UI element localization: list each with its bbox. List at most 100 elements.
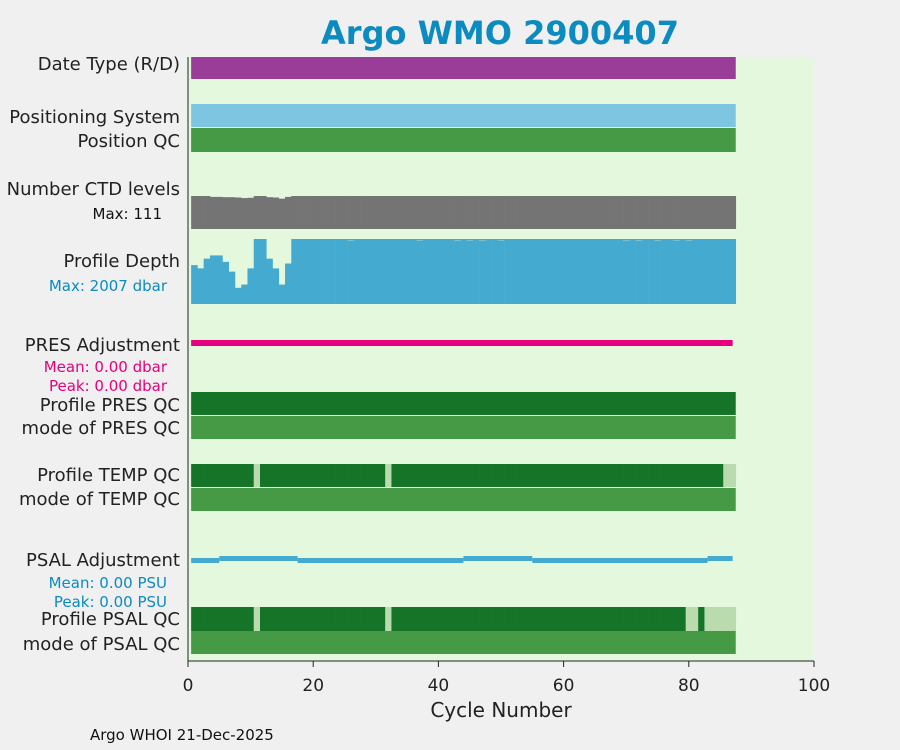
profile-temp-qc-cell-cycle-15 xyxy=(278,464,286,487)
ctd-levels-bar-cycle-21 xyxy=(316,196,323,229)
label-positioning-system: Positioning System xyxy=(9,107,180,128)
profile-depth-bar-cycle-68 xyxy=(610,239,618,304)
pres-adjustment-line xyxy=(191,340,733,346)
profile-psal-qc-cell-cycle-5 xyxy=(216,607,223,631)
profile-psal-qc-cell-cycle-29 xyxy=(366,607,373,631)
ctd-levels-bar-cycle-67 xyxy=(604,196,611,229)
ctd-levels-bar-cycle-11 xyxy=(253,196,261,229)
profile-psal-qc-cell-cycle-67 xyxy=(604,607,611,631)
ctd-levels-bar-cycle-41 xyxy=(441,196,449,229)
ctd-levels-bar-cycle-26 xyxy=(347,196,355,229)
profile-temp-qc-cell-cycle-12 xyxy=(259,464,267,487)
ctd-levels-bar-cycle-74 xyxy=(648,196,655,229)
profile-depth-bar-cycle-21 xyxy=(316,239,323,304)
profile-depth-bar-cycle-20 xyxy=(310,239,317,304)
ctd-levels-bar-cycle-80 xyxy=(685,196,693,229)
profile-temp-qc-cell-cycle-65 xyxy=(591,464,599,487)
profile-psal-qc-cell-cycle-77 xyxy=(666,607,674,631)
label-position-qc: Position QC xyxy=(77,131,180,152)
profile-psal-qc-cell-cycle-8 xyxy=(234,607,242,631)
profile-depth-bar-cycle-64 xyxy=(585,239,593,304)
profile-psal-qc-cell-cycle-32 xyxy=(385,607,392,631)
profile-depth-bar-cycle-4 xyxy=(209,255,217,304)
profile-depth-bar-cycle-7 xyxy=(228,271,236,304)
profile-temp-qc-cell-cycle-43 xyxy=(454,464,461,487)
profile-depth-bar-cycle-44 xyxy=(460,239,467,304)
profile-depth-bar-cycle-53 xyxy=(516,239,524,304)
profile-psal-qc-cell-cycle-36 xyxy=(410,607,417,631)
profile-psal-qc-cell-cycle-25 xyxy=(341,607,348,631)
psal-peak-label: Peak: 0.00 PSU xyxy=(54,593,167,611)
profile-psal-qc-cell-cycle-61 xyxy=(566,607,574,631)
ctd-levels-bar-cycle-86 xyxy=(723,196,730,229)
profile-temp-qc-cell-cycle-14 xyxy=(272,464,280,487)
ctd-levels-bar-cycle-28 xyxy=(360,196,367,229)
profile-depth-bar-cycle-62 xyxy=(572,239,580,304)
profile-depth-bar-cycle-38 xyxy=(422,239,430,304)
profile-temp-qc-cell-cycle-70 xyxy=(623,464,630,487)
profile-psal-qc-cell-cycle-21 xyxy=(316,607,323,631)
profile-psal-qc-cell-cycle-10 xyxy=(247,607,255,631)
profile-depth-bar-cycle-80 xyxy=(685,239,693,304)
profile-depth-bar-cycle-54 xyxy=(522,239,530,304)
profile-temp-qc-cell-cycle-60 xyxy=(560,464,568,487)
ctd-levels-bar-cycle-77 xyxy=(666,196,674,229)
profile-depth-bar-cycle-34 xyxy=(397,239,405,304)
ctd-levels-bar-cycle-87 xyxy=(729,196,737,229)
profile-psal-qc-cell-cycle-17 xyxy=(291,607,298,631)
profile-psal-qc-cell-cycle-58 xyxy=(547,607,555,631)
profile-psal-qc-cell-cycle-66 xyxy=(598,607,605,631)
ctd-levels-bar-cycle-55 xyxy=(529,196,536,229)
ctd-levels-bar-cycle-29 xyxy=(366,196,373,229)
profile-depth-bar-cycle-59 xyxy=(554,239,561,304)
profile-temp-qc-cell-cycle-56 xyxy=(535,464,542,487)
profile-temp-qc-cell-cycle-77 xyxy=(666,464,674,487)
profile-temp-qc-cell-cycle-6 xyxy=(222,464,229,487)
profile-depth-bar-cycle-8 xyxy=(234,287,242,304)
profile-depth-bar-cycle-25 xyxy=(341,239,348,304)
profile-psal-qc-cell-cycle-44 xyxy=(460,607,467,631)
ctd-levels-bar-cycle-73 xyxy=(641,196,649,229)
profile-temp-qc-cell-cycle-80 xyxy=(685,464,693,487)
profile-psal-qc-cell-cycle-46 xyxy=(472,607,480,631)
ctd-levels-bar-cycle-13 xyxy=(266,197,273,229)
profile-depth-bar-cycle-27 xyxy=(353,239,361,304)
x-tick-label-20: 20 xyxy=(302,676,324,696)
ctd-levels-bar-cycle-37 xyxy=(416,196,424,229)
profile-psal-qc-cell-cycle-18 xyxy=(297,607,305,631)
profile-depth-bar-cycle-37 xyxy=(416,239,424,304)
profile-psal-qc-cell-cycle-60 xyxy=(560,607,568,631)
profile-temp-qc-cell-cycle-19 xyxy=(303,464,311,487)
ctd-levels-bar-cycle-70 xyxy=(623,196,630,229)
profile-depth-bar-cycle-86 xyxy=(723,239,730,304)
profile-temp-qc-cell-cycle-52 xyxy=(510,464,517,487)
profile-temp-qc-cell-cycle-34 xyxy=(397,464,405,487)
ctd-levels-bar-cycle-56 xyxy=(535,196,542,229)
ctd-levels-bar-cycle-81 xyxy=(691,196,699,229)
profile-depth-bar-cycle-67 xyxy=(604,239,611,304)
ctd-levels-bar-cycle-31 xyxy=(378,196,386,229)
profile-temp-qc-cell-cycle-73 xyxy=(641,464,649,487)
profile-depth-bar-cycle-32 xyxy=(385,239,392,304)
profile-temp-qc-cell-cycle-17 xyxy=(291,464,298,487)
profile-depth-bar-cycle-12 xyxy=(259,239,267,304)
ctd-levels-bar-cycle-61 xyxy=(566,196,574,229)
profile-depth-bar-cycle-79 xyxy=(679,239,686,304)
profile-psal-qc-cell-cycle-79 xyxy=(679,607,686,631)
ctd-max-label: Max: 111 xyxy=(93,205,162,223)
profile-depth-bar-cycle-65 xyxy=(591,239,599,304)
profile-psal-qc-cell-cycle-48 xyxy=(485,607,492,631)
psal-mean-label: Mean: 0.00 PSU xyxy=(49,574,167,592)
ctd-levels-bar-cycle-76 xyxy=(660,196,668,229)
ctd-levels-bar-cycle-23 xyxy=(328,196,336,229)
profile-psal-qc-cell-cycle-39 xyxy=(429,607,436,631)
profile-psal-qc-cell-cycle-59 xyxy=(554,607,561,631)
psal-adjustment-segment-1 xyxy=(191,558,220,563)
profile-depth-bar-cycle-33 xyxy=(391,239,399,304)
profile-psal-qc-cell-cycle-9 xyxy=(241,607,248,631)
label-profile-depth: Profile Depth xyxy=(63,251,180,272)
profile-depth-bar-cycle-52 xyxy=(510,239,517,304)
profile-temp-qc-cell-cycle-2 xyxy=(197,464,204,487)
label-profile-temp-qc: Profile TEMP QC xyxy=(37,465,180,486)
profile-psal-qc-cell-cycle-12 xyxy=(259,607,267,631)
